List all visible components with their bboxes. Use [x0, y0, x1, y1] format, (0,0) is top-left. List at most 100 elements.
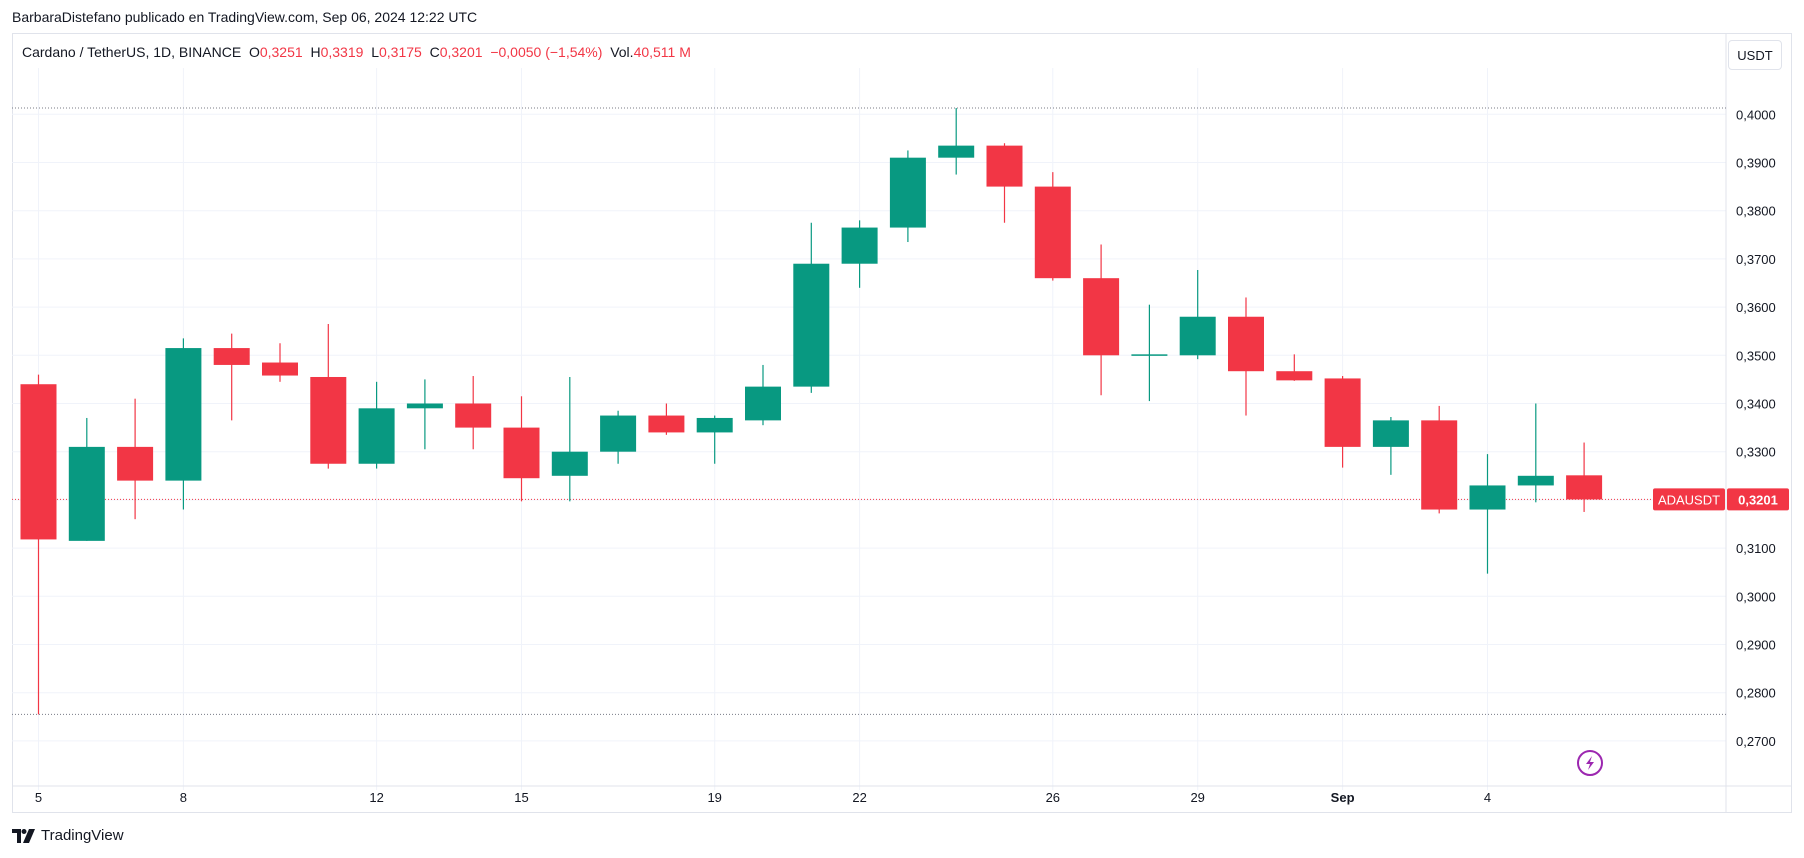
- candle[interactable]: [1034, 172, 1071, 281]
- candle[interactable]: [358, 381, 395, 469]
- candle[interactable]: [310, 323, 347, 469]
- time-tick-label: 12: [369, 790, 383, 805]
- volume-label: Vol.: [610, 44, 634, 60]
- time-tick-label: 19: [707, 790, 721, 805]
- candle[interactable]: [1083, 244, 1120, 396]
- candle[interactable]: [986, 143, 1023, 223]
- candle-body: [600, 415, 637, 452]
- volume-value: 40,511 M: [633, 44, 691, 60]
- price-tag-bg: [1727, 488, 1789, 511]
- reference-lines: [12, 107, 1726, 715]
- footer-brand-text: TradingView: [41, 827, 124, 844]
- time-tick-label: 8: [180, 790, 187, 805]
- low-value: 0,3175: [378, 44, 422, 60]
- candle-body: [117, 446, 154, 481]
- candle[interactable]: [696, 415, 733, 464]
- candle[interactable]: [551, 376, 588, 502]
- price-tick-label: 0,2900: [1736, 638, 1776, 653]
- currency-button[interactable]: USDT: [1728, 40, 1782, 70]
- time-tick-label: Sep: [1331, 790, 1355, 805]
- candle-body: [841, 227, 878, 264]
- time-tick-label: 29: [1190, 790, 1204, 805]
- lightning-icon[interactable]: [1577, 750, 1603, 776]
- price-tick-label: 0,2800: [1736, 686, 1776, 701]
- candle[interactable]: [1131, 304, 1168, 402]
- time-tick-label: 5: [35, 790, 42, 805]
- candle[interactable]: [117, 398, 154, 520]
- candle[interactable]: [1566, 442, 1603, 512]
- symbol-tag-label: ADAUSDT: [1658, 492, 1720, 507]
- candle-body: [1131, 354, 1168, 356]
- price-tick-label: 0,2700: [1736, 734, 1776, 749]
- price-axis: 0,27000,28000,29000,30000,31000,32000,33…: [1736, 107, 1776, 749]
- symbol-title[interactable]: Cardano / TetherUS, 1D, BINANCE: [22, 44, 242, 60]
- time-axis: 5 8 12 15 19 22 26 29 Sep 4: [35, 790, 1491, 805]
- candle[interactable]: [648, 403, 685, 435]
- price-tick-label: 0,4000: [1736, 107, 1776, 122]
- candle-body: [310, 376, 347, 464]
- candle[interactable]: [1372, 416, 1409, 475]
- candle[interactable]: [1517, 403, 1554, 503]
- price-tick-label: 0,3800: [1736, 204, 1776, 219]
- time-tick-label: 4: [1484, 790, 1491, 805]
- candle[interactable]: [503, 396, 540, 502]
- candle[interactable]: [938, 108, 975, 175]
- candle-body: [262, 362, 298, 376]
- candle[interactable]: [1228, 297, 1264, 416]
- high-value: 0,3319: [320, 44, 364, 60]
- time-tick-label: 15: [514, 790, 528, 805]
- candle[interactable]: [1179, 269, 1216, 360]
- candle[interactable]: [262, 343, 298, 382]
- candle-body: [406, 403, 443, 409]
- candle-body: [793, 263, 830, 387]
- grid-lines: [12, 34, 1791, 812]
- candle[interactable]: [406, 379, 443, 450]
- candle-body: [1372, 420, 1409, 447]
- candle-body: [1469, 485, 1506, 510]
- candle[interactable]: [1469, 454, 1506, 574]
- candle-body: [1034, 186, 1071, 279]
- candle[interactable]: [165, 338, 202, 510]
- change-value: −0,0050 (−1,54%): [490, 44, 603, 60]
- price-tag-value: 0,3201: [1738, 492, 1778, 507]
- price-tick-label: 0,3000: [1736, 589, 1776, 604]
- candle[interactable]: [1276, 354, 1313, 381]
- candle-body: [696, 417, 733, 433]
- attribution-text: BarbaraDistefano publicado en TradingVie…: [12, 9, 478, 25]
- candle-body: [1324, 378, 1361, 447]
- close-value: 0,3201: [439, 44, 483, 60]
- candle-body: [1517, 475, 1554, 486]
- candle-body: [455, 403, 492, 428]
- candle[interactable]: [213, 333, 250, 421]
- candle[interactable]: [455, 376, 492, 450]
- high-label: H: [310, 44, 321, 60]
- time-tick-label: 26: [1046, 790, 1060, 805]
- candle[interactable]: [20, 374, 57, 715]
- tradingview-brand[interactable]: TradingView: [12, 827, 124, 844]
- ohlc-legend: Cardano / TetherUS, 1D, BINANCE O0,3251 …: [22, 44, 691, 60]
- symbol-tag-bg: [1653, 488, 1725, 511]
- tradingview-logo-icon: [12, 828, 35, 843]
- candle[interactable]: [745, 364, 781, 426]
- candle-body: [1276, 371, 1313, 381]
- candle-body: [165, 348, 202, 481]
- open-value: 0,3251: [259, 44, 303, 60]
- candle-body: [1179, 316, 1216, 356]
- candle[interactable]: [889, 150, 926, 243]
- candle[interactable]: [1324, 376, 1361, 468]
- candle-body: [648, 415, 685, 433]
- candle[interactable]: [1421, 405, 1458, 514]
- price-tick-label: 0,3900: [1736, 156, 1776, 171]
- price-tick-label: 0,3400: [1736, 397, 1776, 412]
- candle-body: [1228, 316, 1264, 372]
- candle-body: [1421, 420, 1458, 510]
- candle[interactable]: [793, 222, 830, 393]
- chart-frame: [12, 33, 1792, 813]
- candle[interactable]: [841, 220, 878, 288]
- candle-body: [938, 145, 975, 158]
- candle[interactable]: [600, 410, 637, 464]
- candle-body: [986, 145, 1023, 187]
- candle[interactable]: [68, 417, 105, 541]
- price-tick-label: 0,3700: [1736, 252, 1776, 267]
